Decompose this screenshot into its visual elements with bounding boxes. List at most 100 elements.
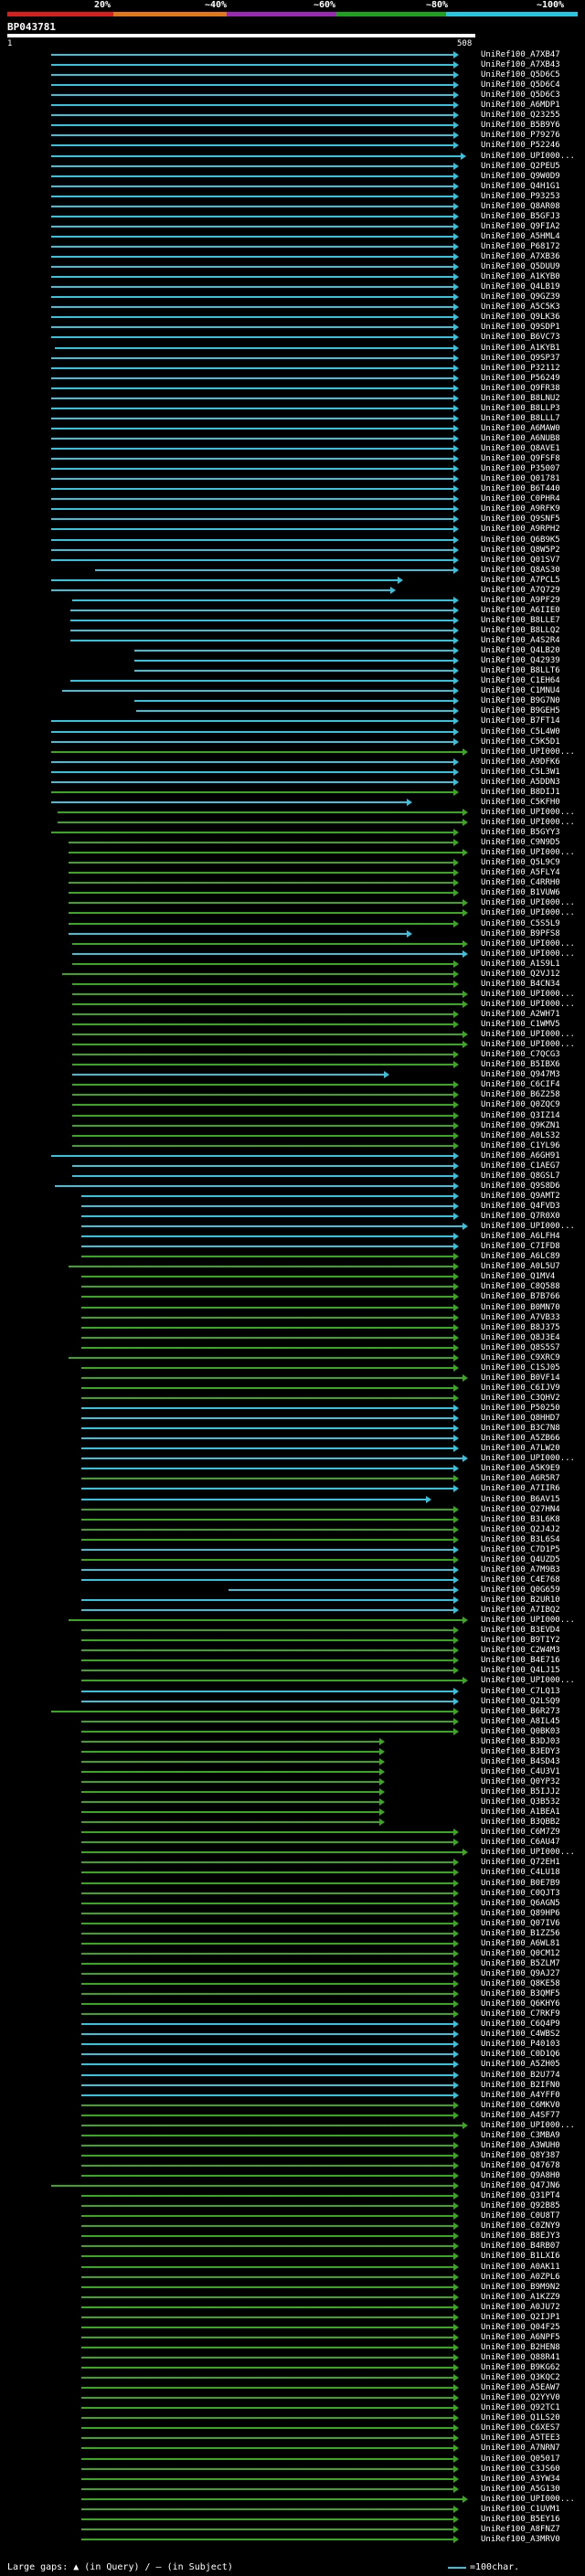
hit-label[interactable]: UniRef100_B2U774 (481, 2070, 560, 2080)
hit-label[interactable]: UniRef100_A0AK11 (481, 2262, 560, 2272)
hit-label[interactable]: UniRef100_B0E7B9 (481, 1878, 560, 1888)
hit-label[interactable]: UniRef100_A7NRN7 (481, 2443, 560, 2454)
hit-label[interactable]: UniRef100_Q47JN6 (481, 2181, 560, 2191)
hit-label[interactable]: UniRef100_A5HML4 (481, 231, 560, 241)
hit-row[interactable]: UniRef100_A5ZB66 (0, 1434, 585, 1443)
hit-label[interactable]: UniRef100_P32112 (481, 363, 560, 373)
hit-row[interactable]: UniRef100_A7LW20 (0, 1444, 585, 1453)
hit-label[interactable]: UniRef100_C7D1P5 (481, 1544, 560, 1554)
hit-label[interactable]: UniRef100_P50250 (481, 1404, 560, 1414)
hit-row[interactable]: UniRef100_UPI000... (0, 1848, 585, 1857)
hit-label[interactable]: UniRef100_A6MDP1 (481, 101, 560, 111)
hit-row[interactable]: UniRef100_UPI000... (0, 848, 585, 857)
hit-row[interactable]: UniRef100_A4SF77 (0, 2111, 585, 2120)
hit-row[interactable]: UniRef100_Q5D6C3 (0, 90, 585, 100)
hit-label[interactable]: UniRef100_P35007 (481, 464, 560, 474)
hit-label[interactable]: UniRef100_B9KG62 (481, 2363, 560, 2373)
hit-row[interactable]: UniRef100_Q9KZN1 (0, 1121, 585, 1130)
hit-row[interactable]: UniRef100_Q27HN4 (0, 1505, 585, 1514)
hit-row[interactable]: UniRef100_Q72EH1 (0, 1858, 585, 1867)
hit-row[interactable]: UniRef100_UPI000... (0, 1040, 585, 1049)
hit-label[interactable]: UniRef100_UPI000... (481, 2120, 575, 2130)
hit-label[interactable]: UniRef100_A7IBQ2 (481, 1606, 560, 1616)
hit-row[interactable]: UniRef100_B8LLP3 (0, 404, 585, 413)
hit-label[interactable]: UniRef100_C5KFH0 (481, 797, 560, 807)
hit-row[interactable]: UniRef100_Q5D6C5 (0, 70, 585, 80)
hit-label[interactable]: UniRef100_B4RB07 (481, 2242, 560, 2252)
hit-row[interactable]: UniRef100_A0L5U7 (0, 1262, 585, 1271)
hit-row[interactable]: UniRef100_Q4H1G1 (0, 182, 585, 191)
hit-row[interactable]: UniRef100_Q3IZ14 (0, 1111, 585, 1120)
hit-row[interactable]: UniRef100_C7LQ13 (0, 1687, 585, 1696)
hit-label[interactable]: UniRef100_A1KYB1 (481, 343, 560, 353)
hit-label[interactable]: UniRef100_Q4LB20 (481, 646, 560, 656)
hit-label[interactable]: UniRef100_B5GYY3 (481, 828, 560, 838)
hit-row[interactable]: UniRef100_Q9FR38 (0, 384, 585, 393)
hit-label[interactable]: UniRef100_A9PF29 (481, 595, 560, 605)
hit-label[interactable]: UniRef100_Q5D6C5 (481, 70, 560, 80)
hit-row[interactable]: UniRef100_A6GH91 (0, 1151, 585, 1161)
hit-row[interactable]: UniRef100_Q9SDP1 (0, 323, 585, 332)
hit-row[interactable]: UniRef100_A7XB36 (0, 252, 585, 261)
hit-label[interactable]: UniRef100_B9GEH5 (481, 706, 560, 716)
hit-label[interactable]: UniRef100_C6CIF4 (481, 1080, 560, 1090)
hit-row[interactable]: UniRef100_Q0YP32 (0, 1777, 585, 1786)
hit-row[interactable]: UniRef100_B9PFS8 (0, 929, 585, 938)
hit-label[interactable]: UniRef100_C3MBA9 (481, 2130, 560, 2140)
hit-label[interactable]: UniRef100_C4E768 (481, 1574, 560, 1585)
hit-label[interactable]: UniRef100_B8LLT6 (481, 666, 560, 676)
hit-label[interactable]: UniRef100_Q42939 (481, 656, 560, 666)
hit-label[interactable]: UniRef100_C1MNU4 (481, 686, 560, 696)
hit-row[interactable]: UniRef100_P35007 (0, 464, 585, 473)
hit-label[interactable]: UniRef100_B9M9N2 (481, 2282, 560, 2292)
hit-row[interactable]: UniRef100_B3DJ03 (0, 1737, 585, 1746)
hit-label[interactable]: UniRef100_A5DDN3 (481, 777, 560, 787)
hit-row[interactable]: UniRef100_A6IIE0 (0, 606, 585, 615)
hit-row[interactable]: UniRef100_B0VF14 (0, 1373, 585, 1383)
hit-label[interactable]: UniRef100_B6T440 (481, 484, 560, 494)
hit-label[interactable]: UniRef100_Q9S8D6 (481, 1181, 560, 1191)
hit-label[interactable]: UniRef100_B4CN34 (481, 979, 560, 989)
hit-label[interactable]: UniRef100_B6R273 (481, 1706, 560, 1716)
hit-row[interactable]: UniRef100_B9GEH5 (0, 706, 585, 716)
hit-row[interactable]: UniRef100_C5L4W0 (0, 727, 585, 737)
hit-row[interactable]: UniRef100_B6R273 (0, 1707, 585, 1716)
hit-row[interactable]: UniRef100_A9PF29 (0, 596, 585, 605)
hit-label[interactable]: UniRef100_Q3IZ14 (481, 1110, 560, 1120)
hit-row[interactable]: UniRef100_Q8KE58 (0, 1979, 585, 1988)
hit-label[interactable]: UniRef100_UPI000... (481, 908, 575, 918)
hit-row[interactable]: UniRef100_C6Q4P9 (0, 2019, 585, 2029)
hit-row[interactable]: UniRef100_B5EY16 (0, 2515, 585, 2524)
hit-row[interactable]: UniRef100_Q9AMT2 (0, 1192, 585, 1201)
hit-row[interactable]: UniRef100_Q8GSL7 (0, 1171, 585, 1181)
hit-label[interactable]: UniRef100_B8LLE7 (481, 615, 560, 625)
hit-label[interactable]: UniRef100_A6MAW0 (481, 423, 560, 433)
hit-label[interactable]: UniRef100_A7VB33 (481, 1312, 560, 1322)
hit-row[interactable]: UniRef100_P68172 (0, 242, 585, 251)
hit-label[interactable]: UniRef100_Q8GSL7 (481, 1171, 560, 1181)
hit-row[interactable]: UniRef100_B4RB07 (0, 2242, 585, 2251)
hit-label[interactable]: UniRef100_Q9FIA2 (481, 221, 560, 231)
hit-row[interactable]: UniRef100_Q2IJP1 (0, 2313, 585, 2322)
hit-row[interactable]: UniRef100_UPI000... (0, 1222, 585, 1231)
hit-label[interactable]: UniRef100_Q07IV6 (481, 1918, 560, 1928)
hit-row[interactable]: UniRef100_B5IJJ2 (0, 1787, 585, 1797)
hit-label[interactable]: UniRef100_Q0ZQC9 (481, 1100, 560, 1110)
hit-row[interactable]: UniRef100_C4U3V1 (0, 1767, 585, 1776)
hit-row[interactable]: UniRef100_B3C7N8 (0, 1424, 585, 1433)
hit-row[interactable]: UniRef100_Q01SV7 (0, 556, 585, 565)
hit-label[interactable]: UniRef100_A9RFK9 (481, 504, 560, 514)
hit-label[interactable]: UniRef100_C6IJV9 (481, 1383, 560, 1393)
hit-row[interactable]: UniRef100_B5GFJ3 (0, 212, 585, 221)
hit-label[interactable]: UniRef100_UPI000... (481, 898, 575, 908)
hit-row[interactable]: UniRef100_B2U774 (0, 2071, 585, 2080)
hit-label[interactable]: UniRef100_A3YW34 (481, 2474, 560, 2484)
hit-label[interactable]: UniRef100_P68172 (481, 242, 560, 251)
hit-label[interactable]: UniRef100_A7PCL5 (481, 575, 560, 585)
hit-row[interactable]: UniRef100_Q8S5S7 (0, 1343, 585, 1352)
hit-row[interactable]: UniRef100_Q2PEU5 (0, 162, 585, 171)
hit-row[interactable]: UniRef100_Q3B532 (0, 1797, 585, 1807)
hit-row[interactable]: UniRef100_Q9S8D6 (0, 1182, 585, 1191)
hit-label[interactable]: UniRef100_Q01SV7 (481, 555, 560, 565)
hit-label[interactable]: UniRef100_Q9KZN1 (481, 1120, 560, 1130)
